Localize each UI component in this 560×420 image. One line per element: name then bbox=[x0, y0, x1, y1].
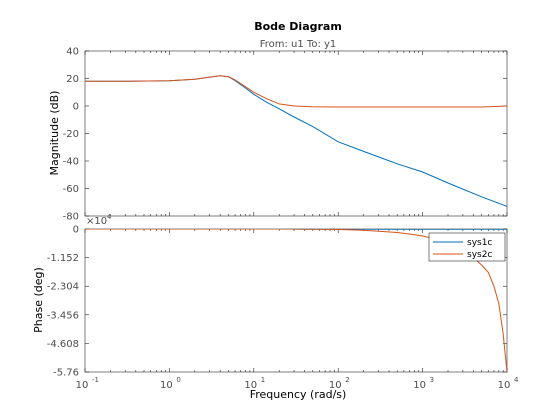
phase-xtick-label: 10 bbox=[160, 380, 173, 391]
magnitude-series-sys1c bbox=[85, 75, 507, 207]
chart-title: Bode Diagram bbox=[254, 20, 342, 33]
phase-xtick-label: 10 bbox=[498, 380, 511, 391]
phase-ytick-label: -4.608 bbox=[47, 339, 79, 350]
magnitude-ytick-label: -60 bbox=[63, 184, 79, 195]
magnitude-ytick-label: 20 bbox=[66, 74, 79, 85]
magnitude-ytick-label: -20 bbox=[63, 129, 79, 140]
phase-ytick-label: -2.304 bbox=[47, 282, 79, 293]
chart-subtitle: From: u1 To: y1 bbox=[260, 39, 337, 50]
phase-ytick-label: 0 bbox=[73, 225, 79, 236]
magnitude-ytick-label: -80 bbox=[63, 212, 79, 223]
magnitude-series-sys2c bbox=[85, 75, 507, 108]
phase-xtick-label: 10 bbox=[329, 380, 342, 391]
phase-xtick-exponent: 0 bbox=[176, 376, 180, 384]
phase-ytick-label: -5.76 bbox=[53, 368, 79, 379]
phase-xtick-exponent: 4 bbox=[514, 376, 519, 384]
phase-exponent-label: ×10 4 bbox=[86, 213, 112, 227]
phase-xtick-label: 10 bbox=[413, 380, 426, 391]
legend-label-sys2c: sys2c bbox=[467, 250, 492, 260]
legend: sys1c sys2c bbox=[428, 232, 506, 262]
magnitude-panel: 40 20 0 -20 -40 -60 -80 bbox=[63, 47, 508, 223]
phase-xtick-exponent: 1 bbox=[261, 376, 265, 384]
magnitude-ytick-label: 0 bbox=[73, 102, 79, 113]
phase-series-sys2c bbox=[85, 229, 507, 372]
magnitude-axes-box bbox=[84, 50, 508, 217]
phase-exponent-base: ×10 bbox=[86, 216, 107, 227]
phase-xtick-exponent: -1 bbox=[92, 376, 99, 384]
phase-xtick-label: 10 bbox=[76, 380, 89, 391]
magnitude-ytick-label: -40 bbox=[63, 157, 79, 168]
phase-xtick-exponent: 3 bbox=[430, 376, 434, 384]
magnitude-axis-label: Magnitude (dB) bbox=[48, 91, 61, 176]
phase-axis-label: Phase (deg) bbox=[32, 267, 45, 333]
phase-xtick-label: 10 bbox=[244, 380, 257, 391]
phase-xtick-exponent: 2 bbox=[345, 376, 349, 384]
legend-label-sys1c: sys1c bbox=[467, 238, 492, 248]
phase-ytick-label: -3.456 bbox=[47, 310, 79, 321]
frequency-axis-label: Frequency (rad/s) bbox=[250, 388, 347, 401]
phase-ytick-label: -1.152 bbox=[47, 253, 79, 264]
legend-box bbox=[428, 232, 506, 262]
phase-exponent-power: 4 bbox=[107, 213, 112, 221]
magnitude-ytick-label: 40 bbox=[66, 47, 79, 58]
